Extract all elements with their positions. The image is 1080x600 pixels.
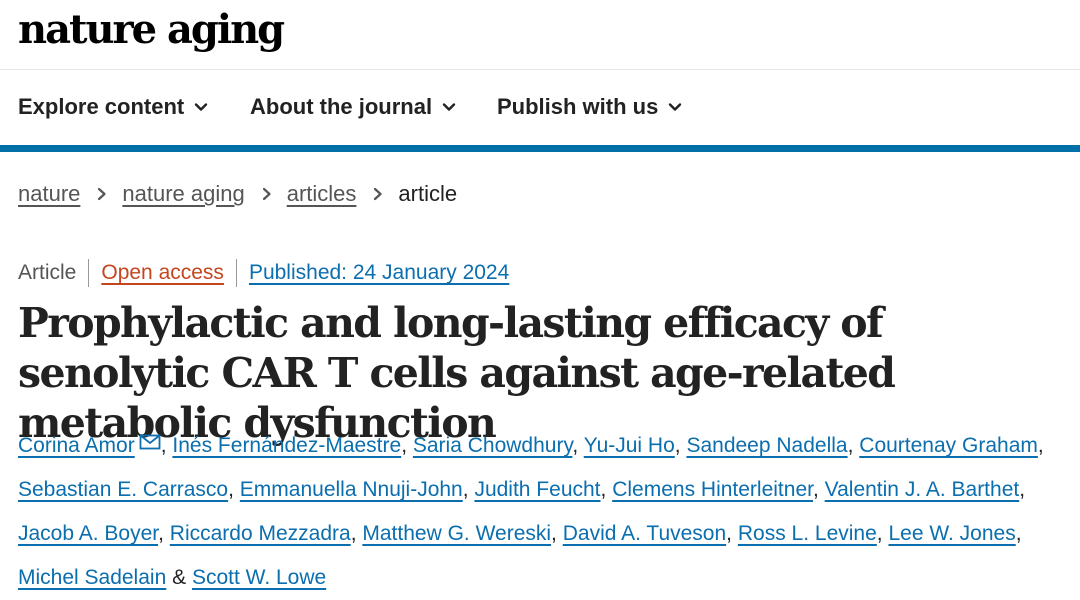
author-separator: , — [812, 478, 819, 501]
author-link[interactable]: Sebastian E. Carrasco — [18, 478, 229, 501]
author-link[interactable]: Inés Fernández-Maestre — [172, 434, 402, 457]
nav-publish-with-us[interactable]: Publish with us — [497, 94, 682, 120]
nav-item-label: Explore content — [18, 94, 185, 119]
author-separator: , — [228, 478, 234, 501]
author-link[interactable]: Riccardo Mezzadra — [169, 522, 351, 545]
author-separator: , — [350, 522, 357, 545]
author-link[interactable]: Judith Feucht — [474, 478, 601, 501]
author-link[interactable]: Emmanuella Nnuji-John — [239, 478, 463, 501]
author-separator: , — [572, 434, 579, 457]
nav-item-label: Publish with us — [497, 94, 659, 119]
breadcrumb-current: article — [398, 181, 458, 206]
author-separator: , — [551, 522, 557, 545]
author-link[interactable]: Corina Amor — [18, 434, 135, 457]
author-separator: , — [160, 434, 167, 457]
main-nav: Explore content About the journal Publis… — [0, 70, 1080, 146]
chevron-down-icon — [669, 103, 682, 111]
mail-icon[interactable] — [139, 434, 161, 450]
meta-divider — [235, 259, 237, 287]
author-separator: , — [1015, 522, 1022, 545]
breadcrumb-link-articles[interactable]: articles — [286, 181, 357, 206]
meta-divider — [88, 259, 90, 287]
author-link[interactable]: Michel Sadelain — [18, 566, 167, 589]
author-separator: , — [726, 522, 733, 545]
chevron-right-icon — [374, 187, 383, 201]
author-link[interactable]: Scott W. Lowe — [191, 566, 327, 589]
author-separator: , — [1037, 434, 1044, 457]
author-separator: , — [158, 522, 164, 545]
article-title: Prophylactic and long-lasting efficacy o… — [18, 299, 896, 447]
author-link[interactable]: Clemens Hinterleitner — [612, 478, 813, 501]
author-separator: , — [876, 522, 883, 545]
article-meta: Article Open access Published: 24 Januar… — [18, 258, 509, 288]
nav-item-label: About the journal — [250, 94, 433, 119]
author-separator: , — [1019, 478, 1026, 501]
author-separator: , — [674, 434, 681, 457]
author-link[interactable]: Lee W. Jones — [888, 522, 1016, 545]
chevron-right-icon — [262, 187, 271, 201]
breadcrumb-link-nature[interactable]: nature — [18, 181, 81, 206]
author-separator: , — [847, 434, 854, 457]
author-separator: , — [600, 478, 607, 501]
author-link[interactable]: Yu-Jui Ho — [583, 434, 675, 457]
chevron-down-icon — [442, 103, 456, 111]
breadcrumb-link-nature-aging[interactable]: nature aging — [122, 181, 245, 206]
chevron-right-icon — [98, 187, 106, 201]
author-link[interactable]: David A. Tuveson — [562, 522, 727, 545]
author-separator: , — [462, 478, 469, 501]
published-date-link[interactable]: Published: 24 January 2024 — [248, 261, 510, 284]
chevron-down-icon — [195, 103, 208, 111]
journal-logo[interactable]: nature aging — [18, 6, 285, 53]
author-link[interactable]: Courtenay Graham — [859, 434, 1038, 457]
masthead: nature aging — [0, 0, 1080, 70]
nav-explore-content[interactable]: Explore content — [18, 94, 208, 120]
author-link[interactable]: Saria Chowdhury — [412, 434, 573, 457]
author-final-separator: & — [172, 566, 187, 589]
author-link[interactable]: Ross L. Levine — [737, 522, 877, 545]
author-link[interactable]: Valentin J. A. Barthet — [824, 478, 1020, 501]
author-link[interactable]: Matthew G. Wereski — [362, 522, 552, 545]
author-link[interactable]: Sandeep Nadella — [686, 434, 848, 457]
breadcrumb: nature nature aging articles article — [18, 181, 457, 207]
open-access-link[interactable]: Open access — [101, 261, 224, 284]
accent-divider — [0, 145, 1080, 152]
nav-about-the-journal[interactable]: About the journal — [250, 94, 456, 120]
author-separator: , — [401, 434, 408, 457]
author-list: Corina Amor, Inés Fernández-Maestre, Sar… — [18, 424, 1068, 600]
article-type: Article — [18, 261, 77, 284]
author-link[interactable]: Jacob A. Boyer — [18, 522, 159, 545]
